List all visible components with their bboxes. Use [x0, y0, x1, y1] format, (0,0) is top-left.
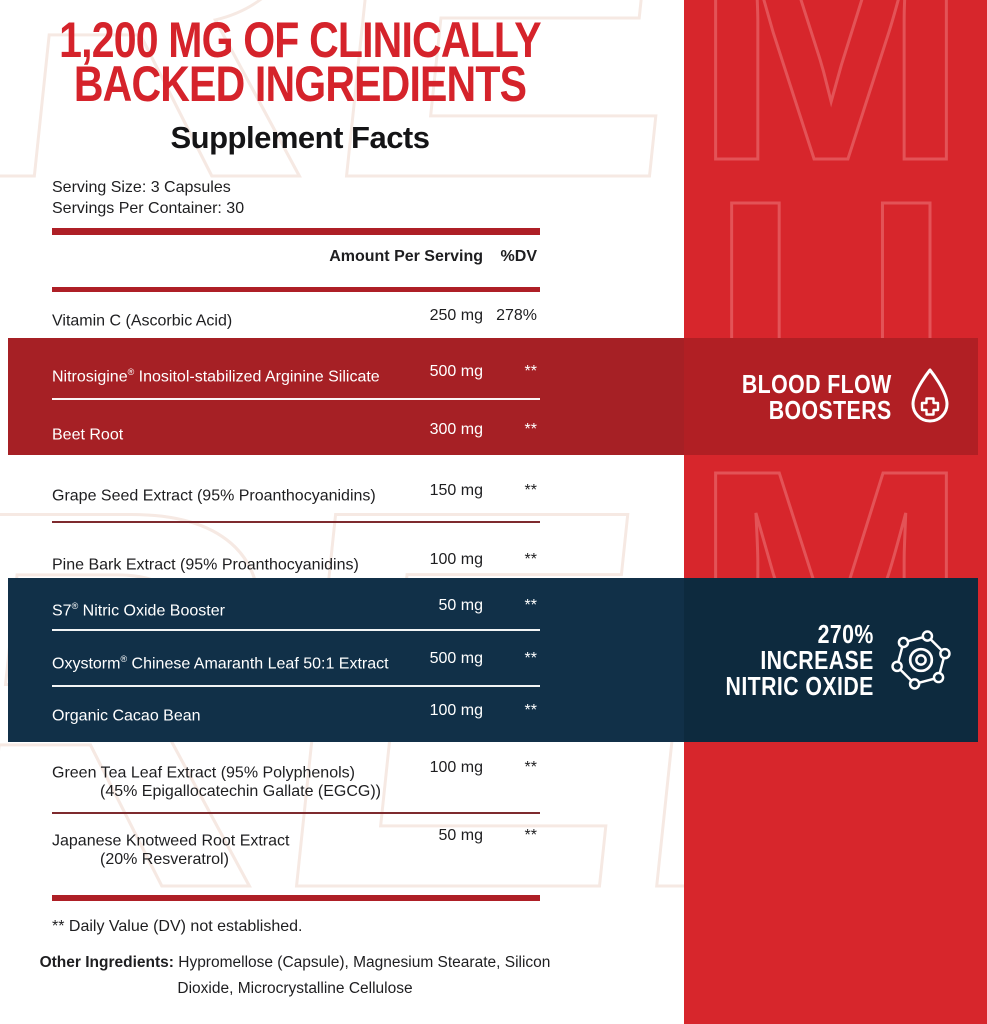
ingredient-dv: **: [524, 650, 537, 667]
ingredient-dv: **: [524, 827, 537, 844]
ingredient-amount: 500 mg: [429, 650, 483, 667]
table-row-green-tea: Green Tea Leaf Extract (95% Polyphenols)…: [0, 758, 987, 781]
ingredient-name: Nitrosigine® Inositol-stabilized Arginin…: [52, 367, 380, 386]
ingredient-dv: **: [524, 597, 537, 614]
ingredient-amount: 300 mg: [429, 421, 483, 438]
ingredient-dv: **: [524, 702, 537, 719]
servings-per-container: Servings Per Container: 30: [52, 200, 245, 217]
other-ingredients-label: Other Ingredients:: [39, 954, 174, 971]
ingredient-name: Vitamin C (Ascorbic Acid): [52, 312, 233, 330]
table-row-knotweed: Japanese Knotweed Root Extract 50 mg **: [0, 826, 987, 849]
column-amount-per-serving: Amount Per Serving: [329, 248, 483, 265]
table-row-pine-bark: Pine Bark Extract (95% Proanthocyanidins…: [0, 550, 987, 573]
ingredient-dv: **: [524, 363, 537, 380]
table-row-oxystorm: Oxystorm® Chinese Amaranth Leaf 50:1 Ext…: [0, 649, 987, 672]
ingredient-dv: 278%: [496, 307, 537, 324]
blood-flow-badge: BLOOD FLOW BOOSTERS: [684, 338, 978, 455]
ingredient-amount: 100 mg: [429, 702, 483, 719]
ingredient-name: S7® Nitric Oxide Booster: [52, 601, 225, 620]
row-divider: [52, 398, 540, 400]
ingredient-amount: 250 mg: [429, 307, 483, 324]
blood-flow-badge-text: BLOOD FLOW BOOSTERS: [742, 368, 892, 425]
ingredient-amount: 50 mg: [438, 597, 483, 614]
ingredient-name: Beet Root: [52, 426, 124, 444]
table-row-green-tea-sub: (45% Epigallocatechin Gallate (EGCG)): [0, 782, 987, 802]
row-divider: [52, 521, 540, 523]
row-divider: [52, 685, 540, 687]
ingredient-subname: (20% Resveratrol): [100, 851, 229, 868]
ingredient-name: Pine Bark Extract (95% Proanthocyanidins…: [52, 556, 359, 574]
ingredient-amount: 500 mg: [429, 363, 483, 380]
thick-rule: [52, 228, 540, 235]
nitric-oxide-highlight-band: [8, 578, 978, 742]
table-row-knotweed-sub: (20% Resveratrol): [0, 850, 987, 870]
serving-size: Serving Size: 3 Capsules: [52, 179, 231, 196]
row-divider: [52, 629, 540, 631]
nitric-oxide-badge-text: 270% INCREASE NITRIC OXIDE: [725, 619, 874, 701]
blood-flow-highlight-band: [8, 338, 978, 455]
nitric-oxide-badge: 270% INCREASE NITRIC OXIDE: [684, 578, 978, 742]
column-percent-dv: %DV: [500, 248, 537, 265]
table-row-beet-root: Beet Root 300 mg **: [0, 420, 987, 443]
table-row-nitrosigine: Nitrosigine® Inositol-stabilized Arginin…: [0, 362, 987, 385]
ingredient-name: Organic Cacao Bean: [52, 707, 201, 725]
title-line-2: BACKED INGREDIENTS: [73, 56, 527, 112]
ingredient-amount: 150 mg: [429, 482, 483, 499]
table-row-cacao: Organic Cacao Bean 100 mg **: [0, 701, 987, 724]
table-row-grape-seed: Grape Seed Extract (95% Proanthocyanidin…: [0, 481, 987, 504]
supplement-facts-heading: Supplement Facts: [170, 120, 431, 155]
ingredient-name: Grape Seed Extract (95% Proanthocyanidin…: [52, 487, 376, 505]
other-ingredients: Other Ingredients: Hypromellose (Capsule…: [39, 954, 551, 997]
ingredient-dv: **: [524, 551, 537, 568]
ingredient-amount: 50 mg: [438, 827, 483, 844]
table-row-s7: S7® Nitric Oxide Booster 50 mg **: [0, 596, 987, 619]
ingredient-amount: 100 mg: [429, 759, 483, 776]
ingredient-subname: (45% Epigallocatechin Gallate (EGCG)): [100, 783, 382, 800]
thick-rule: [52, 895, 540, 901]
ingredient-dv: **: [524, 482, 537, 499]
blood-drop-plus-icon: [911, 368, 949, 422]
ingredient-name: Green Tea Leaf Extract (95% Polyphenols): [52, 764, 355, 782]
ingredient-name: Japanese Knotweed Root Extract: [52, 832, 290, 850]
table-row-vitamin-c: Vitamin C (Ascorbic Acid) 250 mg 278%: [0, 306, 987, 329]
side-panel: M U M: [684, 0, 987, 1024]
ingredient-dv: **: [524, 421, 537, 438]
ingredient-name: Oxystorm® Chinese Amaranth Leaf 50:1 Ext…: [52, 654, 389, 673]
ingredient-amount: 100 mg: [429, 551, 483, 568]
page-title: 1,200 MG OF CLINICALLY BACKED INGREDIENT…: [0, 12, 600, 112]
dv-footnote: ** Daily Value (DV) not established.: [52, 918, 303, 935]
nitric-oxide-molecule-icon: [891, 630, 951, 690]
title-line-1: 1,200 MG OF CLINICALLY: [59, 12, 541, 68]
thick-rule: [52, 287, 540, 292]
ingredient-dv: **: [524, 759, 537, 776]
row-divider: [52, 812, 540, 814]
